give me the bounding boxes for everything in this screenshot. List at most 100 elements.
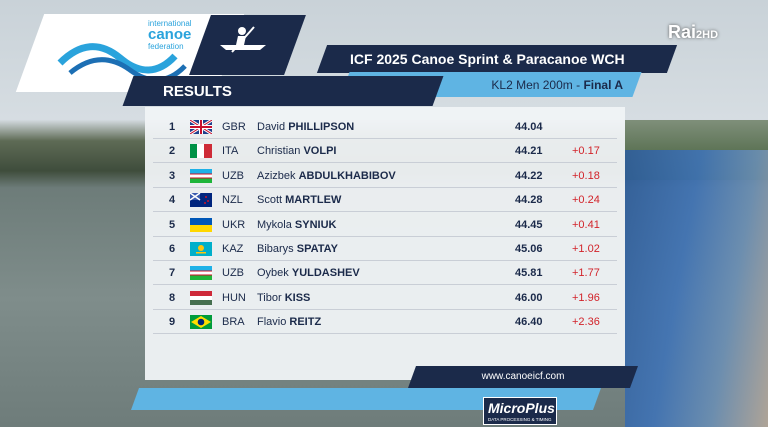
event-phase: Final A — [583, 78, 623, 92]
row-separator — [153, 284, 617, 286]
time-behind: +2.36 — [572, 316, 600, 329]
country: NZL — [222, 194, 243, 207]
event-title: ICF 2025 Canoe Sprint & Paracanoe WCH — [350, 51, 625, 67]
last-name: SPATAY — [296, 243, 338, 255]
row-separator — [153, 260, 617, 261]
event-label: KL2 Men 200m - — [491, 78, 584, 92]
rank: 2 — [168, 145, 176, 158]
result-row: 7 UZB Oybek YULDASHEV 45.81 +1.77 — [145, 261, 625, 286]
row-separator — [153, 186, 617, 188]
result-row: 6 KAZ Bibarys SPATAY 45.06 +1.02 — [145, 237, 625, 261]
country: HUN — [222, 291, 246, 304]
first-name: David — [257, 121, 286, 133]
flag — [190, 266, 212, 281]
result-row: 9 BRA Flavio REITZ 46.40 +2.36 — [145, 310, 625, 335]
time-behind: +0.41 — [572, 218, 600, 231]
time-behind: +0.24 — [572, 194, 600, 207]
country: UZB — [222, 267, 244, 280]
time-behind: +1.02 — [572, 243, 600, 255]
time: 44.04 — [515, 121, 543, 133]
row-separator — [153, 308, 617, 310]
time: 44.45 — [515, 218, 543, 231]
last-name: ABDULKHABIBOV — [298, 169, 396, 182]
broadcaster-name: Rai — [668, 22, 697, 42]
time: 44.28 — [515, 194, 543, 207]
country: ITA — [222, 145, 239, 158]
last-name: PHILLIPSON — [288, 121, 355, 133]
rank: 5 — [168, 218, 176, 231]
background-stands — [625, 150, 768, 427]
rank: 8 — [168, 291, 176, 304]
flag — [190, 290, 212, 305]
rank: 3 — [168, 169, 176, 182]
flag — [190, 217, 212, 232]
rank: 1 — [168, 121, 176, 133]
last-name: REITZ — [289, 316, 322, 329]
flag — [190, 242, 212, 256]
broadcaster-channel: 2HD — [696, 29, 719, 41]
row-separator — [153, 333, 617, 335]
sponsor-tagline: DATA PROCESSING & TIMING — [488, 417, 552, 422]
result-row: 4 NZL Scott MARTLEW 44.28 +0.24 — [145, 188, 625, 213]
country: GBR — [222, 121, 246, 133]
athlete-name: Azizbek ABDULKHABIBOV — [257, 170, 396, 182]
logo-text: canoe — [148, 26, 192, 43]
time: 46.00 — [515, 291, 543, 304]
result-row: 1 GBR David PHILLIPSON 44.04 — [145, 115, 625, 139]
first-name: Christian — [257, 145, 301, 158]
country: KAZ — [222, 243, 244, 255]
athlete-name: Christian VOLPI — [257, 145, 336, 157]
sponsor-name: MicroPlus — [488, 400, 555, 416]
rank: 7 — [168, 267, 176, 280]
time-behind: +1.96 — [572, 291, 600, 304]
time: 45.81 — [515, 267, 543, 280]
result-row: 2 ITA Christian VOLPI 44.21 +0.17 — [145, 139, 625, 164]
first-name: Tibor — [257, 291, 282, 304]
section-title: RESULTS — [163, 83, 232, 100]
time-behind: +0.17 — [572, 145, 600, 158]
rank: 9 — [168, 316, 176, 329]
result-row: 5 UKR Mykola SYNIUK 44.45 +0.41 — [145, 213, 625, 237]
event-name: KL2 Men 200m - Final A — [491, 78, 623, 92]
time: 44.21 — [515, 145, 543, 158]
flag — [190, 120, 212, 134]
athlete-name: Oybek YULDASHEV — [257, 267, 360, 279]
first-name: Oybek — [257, 267, 289, 280]
last-name: SYNIUK — [294, 218, 337, 231]
time-behind: +1.77 — [572, 267, 600, 280]
results-panel — [145, 107, 625, 380]
time-behind: +0.18 — [572, 169, 600, 182]
country: BRA — [222, 316, 245, 329]
first-name: Bibarys — [257, 243, 294, 255]
athlete-name: Scott MARTLEW — [257, 194, 341, 206]
athlete-name: Tibor KISS — [257, 292, 310, 304]
last-name: YULDASHEV — [291, 267, 360, 280]
flag — [190, 168, 212, 183]
canoe-icon — [220, 26, 266, 53]
country: UKR — [222, 218, 246, 231]
row-separator — [153, 211, 617, 213]
last-name: KISS — [284, 291, 311, 304]
first-name: Flavio — [257, 316, 287, 329]
athlete-name: Bibarys SPATAY — [257, 243, 338, 255]
last-name: VOLPI — [303, 145, 337, 158]
first-name: Scott — [257, 194, 283, 207]
row-separator — [153, 138, 617, 139]
flag — [190, 193, 212, 208]
broadcaster-logo: Rai2HD — [668, 22, 718, 43]
athlete-name: Flavio REITZ — [257, 316, 321, 328]
time: 45.06 — [515, 243, 543, 255]
time: 44.22 — [515, 169, 543, 182]
result-row: 8 HUN Tibor KISS 46.00 +1.96 — [145, 286, 625, 310]
athlete-name: David PHILLIPSON — [257, 121, 354, 133]
logo-text: international — [148, 19, 192, 28]
row-separator — [153, 235, 617, 237]
rank: 4 — [168, 194, 176, 207]
sponsor-logo: MicroPlus DATA PROCESSING & TIMING — [483, 397, 557, 425]
row-separator — [153, 162, 617, 164]
country: UZB — [222, 169, 244, 182]
first-name: Mykola — [257, 218, 292, 231]
athlete-name: Mykola SYNIUK — [257, 219, 336, 231]
first-name: Azizbek — [257, 169, 296, 182]
